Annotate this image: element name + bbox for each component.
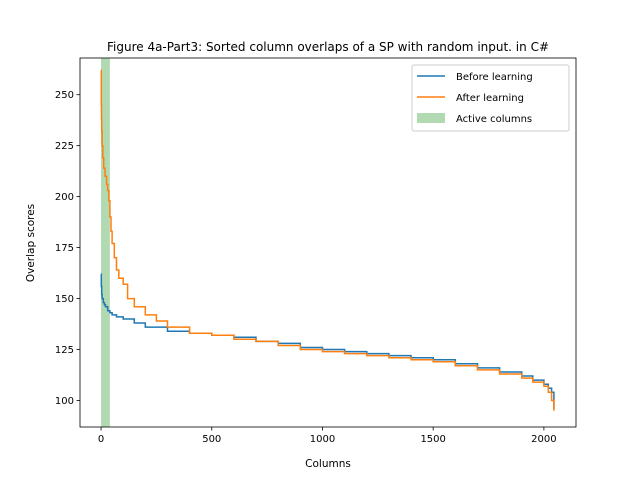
y-tick-label: 125 [55, 345, 74, 356]
y-tick-label: 200 [55, 192, 74, 203]
series-line-after-learning [100, 69, 555, 411]
x-tick-label: 2000 [531, 434, 556, 445]
axes-frame [79, 57, 577, 428]
x-tick-label: 0 [98, 434, 104, 445]
legend-label-after-learning: After learning [456, 93, 524, 104]
active-columns-band [101, 58, 110, 427]
y-tick-label: 250 [55, 90, 74, 101]
y-tick-label: 225 [55, 141, 74, 152]
chart-title: Figure 4a-Part3: Sorted column overlaps … [107, 40, 549, 54]
legend-label-active-columns: Active columns [456, 114, 532, 125]
legend-swatch-active-columns [417, 113, 445, 123]
axes: 0 500 1000 1500 2000 100 125 150 175 200 225 250 [55, 57, 577, 445]
x-axis-label: Columns [305, 458, 351, 470]
y-tick-label: 150 [55, 294, 74, 305]
x-tick-label: 1000 [310, 434, 335, 445]
legend-label-before-learning: Before learning [456, 72, 533, 83]
y-axis-label: Overlap scores [25, 204, 37, 282]
legend: Before learning After learning Active colu… [411, 64, 570, 132]
legend-box [411, 64, 570, 132]
series-line-before-learning [100, 273, 555, 409]
x-tick-label: 1500 [420, 434, 445, 445]
x-tick-label: 500 [202, 434, 221, 445]
plot-area [100, 58, 555, 427]
y-tick-label: 175 [55, 243, 74, 254]
y-tick-label: 100 [55, 396, 74, 407]
